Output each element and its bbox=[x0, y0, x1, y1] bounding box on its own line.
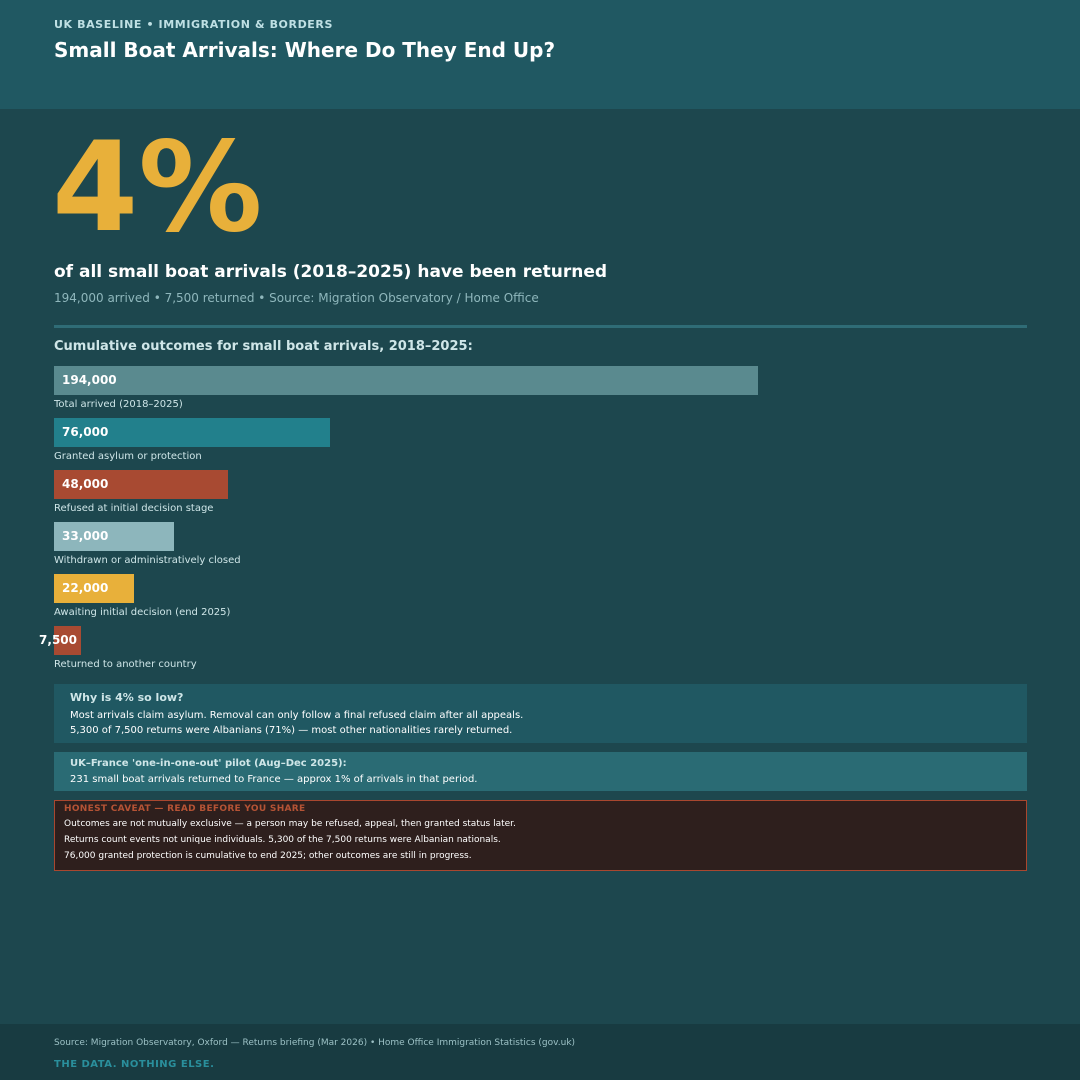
bar-category-label: Awaiting initial decision (end 2025) bbox=[54, 607, 231, 618]
bar bbox=[54, 626, 81, 655]
bar-value-label: 48,000 bbox=[62, 477, 109, 491]
bar-category-label: Refused at initial decision stage bbox=[54, 503, 214, 514]
bar-category-label: Total arrived (2018–2025) bbox=[54, 399, 183, 410]
caveat-line: Outcomes are not mutually exclusive — a … bbox=[64, 819, 516, 829]
bar-category-label: Withdrawn or administratively closed bbox=[54, 555, 241, 566]
bar-value-label: 7,500 bbox=[39, 633, 77, 647]
hero-headline: of all small boat arrivals (2018–2025) h… bbox=[54, 262, 608, 282]
caveat-line: 76,000 granted protection is cumulative … bbox=[64, 851, 472, 861]
footer-tagline: THE DATA. NOTHING ELSE. bbox=[54, 1059, 215, 1070]
page-title: Small Boat Arrivals: Where Do They End U… bbox=[54, 38, 556, 62]
section-divider bbox=[54, 325, 1027, 328]
footer-source: Source: Migration Observatory, Oxford — … bbox=[54, 1038, 576, 1048]
bar bbox=[54, 522, 174, 551]
pilot-box-text: 231 small boat arrivals returned to Fran… bbox=[70, 774, 478, 785]
bar bbox=[54, 418, 330, 447]
hero-subline: 194,000 arrived • 7,500 returned • Sourc… bbox=[54, 291, 539, 305]
why-box-heading: Why is 4% so low? bbox=[70, 691, 184, 704]
header-band: UK BASELINE • IMMIGRATION & BORDERS Smal… bbox=[0, 0, 1080, 109]
hero-percentage: 4% bbox=[52, 116, 263, 260]
caveat-line: Returns count events not unique individu… bbox=[64, 835, 501, 845]
caveat-box: HONEST CAVEAT — READ BEFORE YOU SHARE Ou… bbox=[54, 800, 1027, 871]
pilot-box-heading: UK–France 'one-in-one-out' pilot (Aug–De… bbox=[70, 758, 347, 769]
section-kicker: UK BASELINE • IMMIGRATION & BORDERS bbox=[54, 18, 334, 31]
why-box: Why is 4% so low? Most arrivals claim as… bbox=[54, 684, 1027, 743]
bar bbox=[54, 470, 228, 499]
bar-value-label: 194,000 bbox=[62, 373, 117, 387]
bar bbox=[54, 366, 758, 395]
bar-category-label: Returned to another country bbox=[54, 659, 197, 670]
why-box-line: Most arrivals claim asylum. Removal can … bbox=[70, 710, 524, 721]
bar bbox=[54, 574, 134, 603]
bar-value-label: 76,000 bbox=[62, 425, 109, 439]
why-box-line: 5,300 of 7,500 returns were Albanians (7… bbox=[70, 725, 513, 736]
caveat-heading: HONEST CAVEAT — READ BEFORE YOU SHARE bbox=[64, 804, 306, 814]
pilot-box: UK–France 'one-in-one-out' pilot (Aug–De… bbox=[54, 752, 1027, 791]
footer: Source: Migration Observatory, Oxford — … bbox=[0, 1024, 1080, 1080]
chart-title: Cumulative outcomes for small boat arriv… bbox=[54, 339, 473, 354]
bar-value-label: 33,000 bbox=[62, 529, 109, 543]
bar-value-label: 22,000 bbox=[62, 581, 109, 595]
bar-category-label: Granted asylum or protection bbox=[54, 451, 202, 462]
